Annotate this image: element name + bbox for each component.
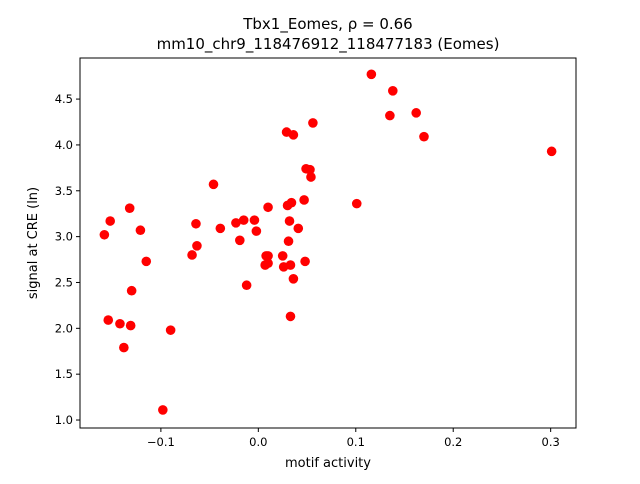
data-point (141, 256, 152, 267)
data-point (546, 146, 557, 157)
data-point (105, 216, 116, 226)
data-point (263, 202, 273, 213)
data-point (288, 274, 299, 284)
data-point (115, 318, 125, 329)
y-tick-label: 1.5 (55, 367, 73, 381)
data-point (411, 108, 421, 118)
data-point (285, 260, 296, 270)
y-tick-label: 1.0 (55, 413, 73, 427)
data-point (285, 311, 296, 322)
x-tick-label: −0.1 (147, 435, 175, 449)
data-point (308, 118, 318, 128)
data-point (191, 218, 201, 229)
data-point (263, 251, 273, 261)
chart-title: Tbx1_Eomes, ρ = 0.66 (242, 15, 412, 34)
data-point (306, 172, 316, 182)
y-tick-label: 3.0 (55, 230, 73, 244)
data-point (241, 280, 252, 291)
y-tick-label: 4.5 (55, 92, 73, 106)
data-point (126, 285, 137, 296)
data-point (135, 225, 146, 236)
data-points (99, 69, 557, 415)
data-point (249, 215, 260, 225)
data-point (305, 164, 315, 175)
data-point (388, 86, 398, 96)
chart-subtitle: mm10_chr9_118476912_118477183 (Eomes) (157, 35, 500, 54)
data-point (103, 315, 114, 325)
y-tick-label: 2.0 (55, 321, 73, 335)
data-point (283, 236, 294, 247)
data-point (208, 179, 219, 190)
data-point (260, 260, 270, 270)
data-point (284, 216, 295, 226)
data-point (288, 130, 299, 140)
data-point (366, 69, 377, 80)
data-point (99, 229, 110, 240)
data-point (299, 195, 309, 205)
x-tick-label: 0.3 (542, 435, 560, 449)
data-point (158, 405, 168, 415)
data-point (385, 110, 395, 121)
data-point (293, 223, 304, 234)
plot-frame (79, 57, 577, 429)
data-point (419, 131, 429, 142)
data-point (300, 256, 310, 267)
y-tick-label: 4.0 (55, 138, 73, 152)
data-point (187, 250, 197, 260)
data-point (351, 198, 362, 209)
data-point (238, 215, 249, 225)
data-point (124, 203, 135, 214)
data-point (165, 325, 176, 335)
data-point (277, 251, 288, 261)
data-point (192, 240, 202, 251)
data-point (119, 342, 129, 353)
y-axis-ticks: 1.0 1.5 2.0 2.5 3.0 3.5 4.0 4.5 (55, 92, 80, 427)
data-point (286, 197, 297, 208)
x-axis-ticks: −0.1 0.0 0.1 0.2 0.3 (147, 428, 560, 449)
x-tick-label: 0.1 (347, 435, 365, 449)
data-point (125, 320, 136, 331)
x-axis-label: motif activity (285, 456, 371, 471)
data-point (235, 235, 245, 246)
y-tick-label: 3.5 (55, 184, 73, 198)
y-tick-label: 2.5 (55, 275, 73, 289)
data-point (251, 226, 262, 236)
x-tick-label: 0.0 (249, 435, 267, 449)
y-axis-label: signal at CRE (ln) (26, 187, 41, 299)
x-tick-label: 0.2 (444, 435, 462, 449)
data-point (215, 223, 226, 234)
data-point (231, 218, 241, 228)
